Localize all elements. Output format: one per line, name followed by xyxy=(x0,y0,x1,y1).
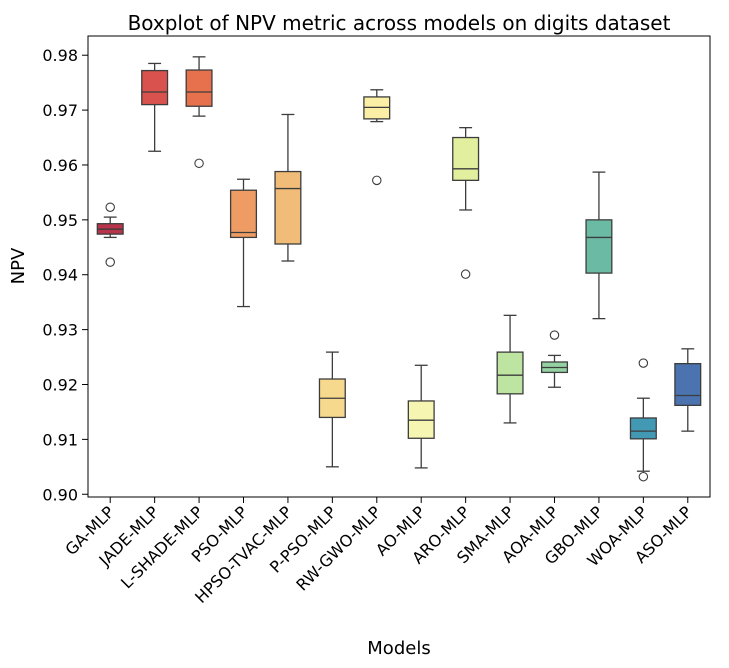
x-axis: GA-MLPJADE-MLPL-SHADE-MLPPSO-MLPHPSO-TVA… xyxy=(61,497,696,607)
axes-frame xyxy=(87,35,711,498)
outlier-point xyxy=(638,358,649,368)
y-axis: 0.90 0.91 0.92 0.93 0.94 0.95 0.96 0.97 0.98 xyxy=(42,46,88,504)
outlier-point xyxy=(194,158,204,169)
box-group-jade-mlp xyxy=(141,62,169,152)
y-tick-label: 0.98 xyxy=(42,46,78,65)
chart-title: Boxplot of NPV metric across models on d… xyxy=(128,11,671,35)
y-tick-label: 0.92 xyxy=(42,375,78,394)
y-tick-label: 0.91 xyxy=(42,430,78,449)
box-group-ao-mlp xyxy=(407,364,435,469)
box xyxy=(274,170,302,245)
y-tick-label: 0.94 xyxy=(42,266,78,285)
outlier-point xyxy=(372,175,382,186)
box-group-woa-mlp xyxy=(629,358,657,482)
plot-area xyxy=(96,56,702,482)
y-tick-label: 0.97 xyxy=(42,101,78,120)
outlier-point xyxy=(105,202,115,212)
box-group-l-shade-mlp xyxy=(185,56,213,169)
y-tick-label: 0.90 xyxy=(42,485,78,504)
box xyxy=(185,69,213,107)
box xyxy=(229,189,258,239)
box-group-ga-mlp xyxy=(96,202,124,267)
box-group-aoa-mlp xyxy=(540,330,569,388)
box xyxy=(452,136,480,181)
box xyxy=(585,219,613,274)
box xyxy=(674,362,702,406)
y-axis-label: NPV xyxy=(8,247,29,284)
box xyxy=(141,69,169,106)
box-group-rw-gwo-mlp xyxy=(363,89,391,186)
y-tick-label: 0.95 xyxy=(42,211,78,230)
box xyxy=(496,351,524,395)
box xyxy=(629,417,657,440)
x-axis-label: Models xyxy=(367,638,430,659)
box-group-sma-mlp xyxy=(496,314,524,424)
box-group-p-pso-mlp xyxy=(318,351,346,468)
box-group-gbo-mlp xyxy=(585,171,613,320)
box-group-hpso-tvac-mlp xyxy=(274,113,302,262)
box-group-aro-mlp xyxy=(452,127,480,279)
outlier-point xyxy=(549,330,560,340)
outlier-point xyxy=(460,269,471,279)
y-tick-label: 0.96 xyxy=(42,156,78,175)
y-tick-label: 0.93 xyxy=(42,321,78,340)
outlier-point xyxy=(638,471,649,482)
box-group-pso-mlp xyxy=(229,178,258,308)
box-group-aso-mlp xyxy=(674,348,702,432)
outlier-point xyxy=(105,257,115,267)
